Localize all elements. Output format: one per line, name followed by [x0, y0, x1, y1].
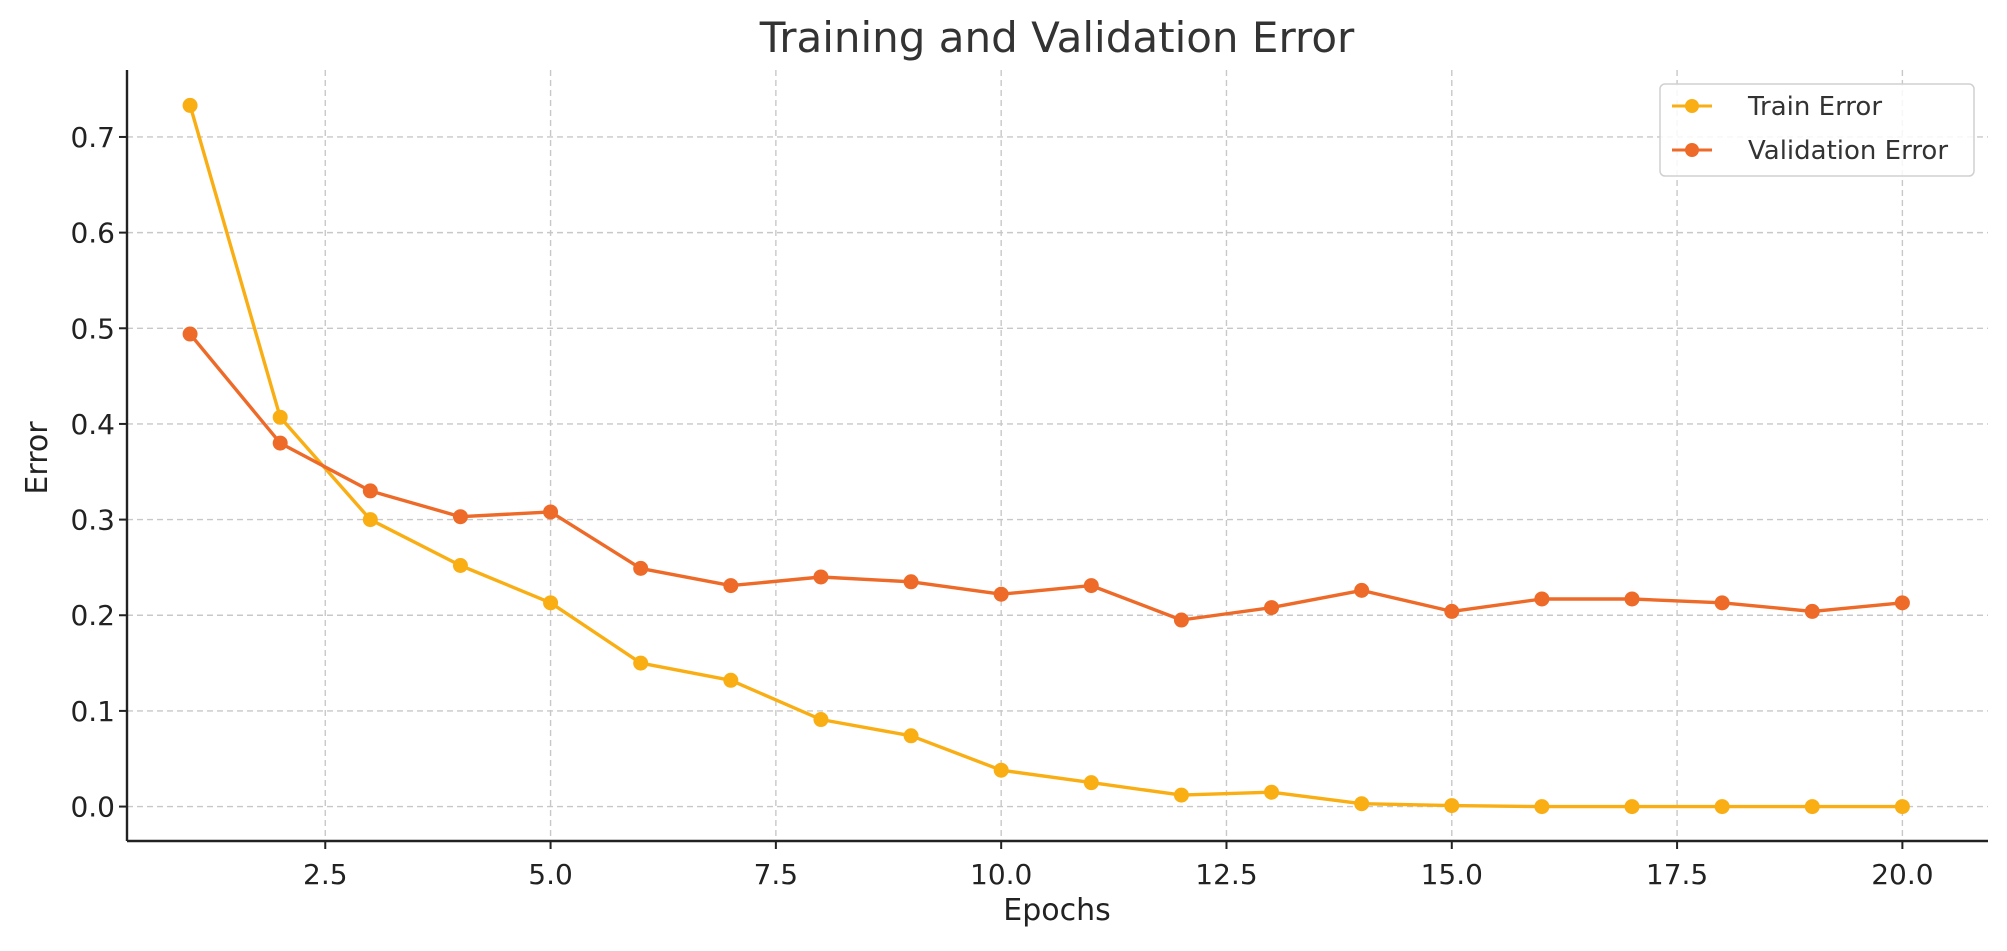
y-tick-label: 0.5 — [70, 312, 115, 345]
legend-label-train: Train Error — [1747, 92, 1882, 122]
axes — [125, 70, 1988, 843]
data-point — [182, 326, 198, 342]
x-tick-label: 12.5 — [1195, 858, 1257, 891]
series-validation-error — [182, 326, 1910, 628]
data-point — [362, 483, 378, 499]
data-point — [543, 595, 559, 611]
data-point — [1173, 787, 1189, 803]
legend-box — [1659, 83, 1975, 177]
data-point — [1354, 796, 1370, 812]
data-point — [633, 655, 649, 671]
data-point — [272, 435, 288, 451]
data-point — [1624, 799, 1640, 815]
x-tick-label: 15.0 — [1421, 858, 1483, 891]
data-point — [1714, 799, 1730, 815]
legend: Train Error Validation Error — [1659, 83, 1975, 177]
data-point — [993, 586, 1009, 602]
chart-title: Training and Validation Error — [759, 13, 1355, 62]
data-point — [1444, 603, 1460, 619]
data-point — [1444, 798, 1460, 814]
legend-entry-validation: Validation Error — [1672, 136, 1948, 166]
series — [182, 97, 1910, 815]
ticks: 2.5 5.0 7.5 10.0 12.5 15.0 17.5 20.0 0.0 0.1 0.2 0.… — [70, 121, 1933, 891]
x-tick-label: 5.0 — [528, 858, 573, 891]
data-point — [813, 569, 829, 585]
data-point — [1534, 591, 1550, 607]
data-point — [633, 560, 649, 576]
x-axis-label: Epochs — [1003, 893, 1111, 928]
data-point — [993, 762, 1009, 778]
y-tick-label: 0.1 — [70, 695, 115, 728]
data-point — [1894, 799, 1910, 815]
data-point — [1083, 775, 1099, 791]
data-point — [1714, 595, 1730, 611]
y-tick-label: 0.6 — [70, 217, 115, 250]
data-point — [1624, 591, 1640, 607]
data-point — [723, 578, 739, 594]
data-point — [1354, 582, 1370, 598]
legend-entry-train: Train Error — [1672, 92, 1882, 122]
series-line — [188, 103, 1905, 809]
data-point — [543, 504, 559, 520]
x-tick-label: 2.5 — [303, 858, 348, 891]
legend-swatch-marker — [1685, 99, 1699, 113]
y-tick-label: 0.3 — [70, 504, 115, 537]
data-point — [182, 97, 198, 113]
legend-label-validation: Validation Error — [1748, 136, 1948, 166]
data-point — [362, 512, 378, 528]
y-tick-label: 0.4 — [70, 408, 115, 441]
data-point — [813, 712, 829, 728]
data-point — [1264, 600, 1280, 616]
y-axis-label: Error — [20, 421, 55, 495]
y-tick-label: 0.0 — [70, 791, 115, 824]
x-tick-label: 10.0 — [970, 858, 1032, 891]
x-tick-label: 7.5 — [754, 858, 799, 891]
data-point — [452, 509, 468, 525]
x-tick-label: 20.0 — [1871, 858, 1933, 891]
data-point — [272, 409, 288, 425]
grid — [127, 70, 1988, 841]
x-tick-label: 17.5 — [1646, 858, 1708, 891]
y-tick-label: 0.7 — [70, 121, 115, 154]
data-point — [1173, 612, 1189, 628]
data-point — [1894, 595, 1910, 611]
series-line — [188, 332, 1905, 622]
data-point — [452, 558, 468, 574]
series-train-error — [182, 97, 1910, 815]
data-point — [903, 574, 919, 590]
data-point — [1534, 799, 1550, 815]
data-point — [1804, 799, 1820, 815]
data-point — [1083, 578, 1099, 594]
data-point — [1264, 784, 1280, 800]
legend-swatch-marker — [1685, 143, 1699, 157]
data-point — [903, 728, 919, 744]
data-point — [1804, 603, 1820, 619]
y-tick-label: 0.2 — [70, 599, 115, 632]
data-point — [723, 672, 739, 688]
